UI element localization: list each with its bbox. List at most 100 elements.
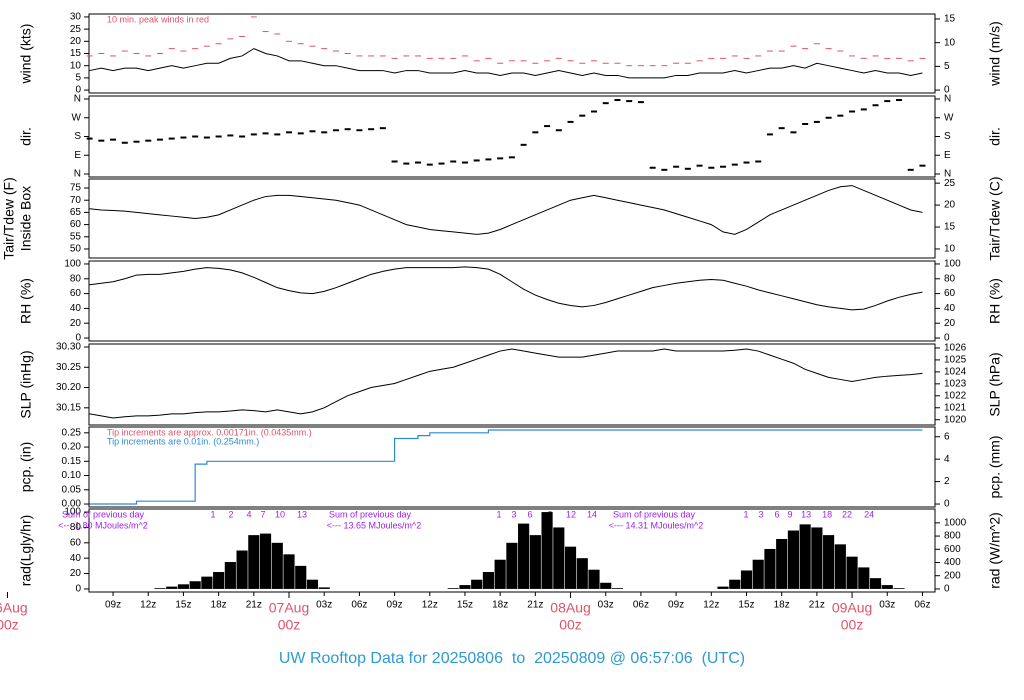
annotation: <--- 1.80 MJoules/m^2 xyxy=(58,520,148,530)
y2-axis-label: wind (m/s) xyxy=(987,21,1003,87)
annotation: <--- 13.65 MJoules/m^2 xyxy=(327,520,422,530)
y-tick-label: 5 xyxy=(75,73,81,84)
y2-tick-label: 1021 xyxy=(944,402,967,413)
x-tick-label: 18z xyxy=(492,600,508,611)
annotation: Sum of previous day xyxy=(329,509,412,519)
bar xyxy=(881,585,893,589)
y2-tick-label: 400 xyxy=(944,557,961,568)
y2-tick-label: 60 xyxy=(944,288,956,299)
y2-tick-label: 100 xyxy=(944,259,961,270)
y2-tick-label: 800 xyxy=(944,531,961,542)
bar xyxy=(459,585,471,589)
y-tick-label: 30.20 xyxy=(56,382,81,393)
y-tick-label: 0.15 xyxy=(62,456,82,467)
annotation: Tip increments are approx. 0.00171in. (0… xyxy=(107,427,312,437)
bar xyxy=(518,523,530,589)
data-line xyxy=(89,185,923,235)
bar xyxy=(553,527,565,589)
bar xyxy=(529,535,541,589)
y2-axis-label: RH (%) xyxy=(987,278,1003,324)
bar xyxy=(189,581,201,589)
y2-tick-label: 10 xyxy=(944,244,956,255)
bar xyxy=(600,582,612,589)
annotation: 10 min. peak winds in red xyxy=(107,14,209,24)
x-tick-label: 18z xyxy=(211,600,227,611)
bar xyxy=(776,538,788,589)
y-tick-label: 65 xyxy=(70,207,82,218)
bar xyxy=(494,559,506,589)
annotation: Sum of previous day xyxy=(62,509,145,519)
day-label: 07Aug xyxy=(269,600,309,616)
y2-tick-label: 1023 xyxy=(944,378,967,389)
y2-tick-label: 1022 xyxy=(944,390,967,401)
y-tick-label: 25 xyxy=(70,24,82,35)
bar xyxy=(764,548,776,589)
bar xyxy=(729,579,741,589)
hour-mark: 6 xyxy=(774,509,779,519)
y2-axis-label: Tair/Tdew (C) xyxy=(987,176,1003,260)
hour-mark: 12 xyxy=(566,509,576,519)
panel-frame xyxy=(88,13,936,94)
x-tick-label: 12z xyxy=(703,600,719,611)
day-label-hour: 00z xyxy=(559,617,582,633)
panel-frame xyxy=(88,343,936,426)
y-tick-label: W xyxy=(72,112,82,123)
y2-tick-label: 1020 xyxy=(944,414,967,425)
bar xyxy=(295,565,307,589)
bar xyxy=(177,584,190,589)
y2-tick-label: 4 xyxy=(944,454,950,465)
y2-tick-label: 1000 xyxy=(944,517,967,528)
hour-mark: 13 xyxy=(297,509,307,519)
y2-tick-label: S xyxy=(944,131,951,142)
bar xyxy=(447,588,459,589)
day-label: 06Aug xyxy=(0,600,28,616)
hour-mark: 22 xyxy=(842,509,852,519)
bar xyxy=(541,512,553,589)
bar xyxy=(811,527,823,589)
y-tick-label: 20 xyxy=(70,568,82,579)
x-tick-label: 03z xyxy=(316,600,332,611)
y-axis-label: pcp. (in) xyxy=(18,442,34,493)
hour-mark: 24 xyxy=(864,509,874,519)
y-tick-label: 0 xyxy=(75,333,81,344)
bar xyxy=(318,587,330,589)
annotation: <--- 14.31 MJoules/m^2 xyxy=(609,520,704,530)
y-tick-label: 0.20 xyxy=(62,442,82,453)
y-tick-label: N xyxy=(74,169,81,180)
y2-tick-label: E xyxy=(944,150,951,161)
y-tick-label: N xyxy=(74,94,81,105)
y-tick-label: S xyxy=(74,131,81,142)
y-tick-label: 30.15 xyxy=(56,402,81,413)
hour-mark: 1 xyxy=(210,509,215,519)
y-tick-label: 60 xyxy=(70,219,82,230)
y2-axis-label: dir. xyxy=(987,127,1003,146)
bar xyxy=(799,524,811,589)
bar xyxy=(611,588,624,589)
bar xyxy=(236,550,248,589)
bar xyxy=(306,579,319,589)
bar xyxy=(271,542,283,589)
y-tick-label: 10 xyxy=(70,60,82,71)
bar xyxy=(506,542,518,589)
bar xyxy=(482,572,494,589)
y-tick-label: 0 xyxy=(75,584,81,595)
y-tick-label: 100 xyxy=(64,507,81,518)
day-label-hour: 00z xyxy=(841,617,864,633)
y2-tick-label: N xyxy=(944,94,951,105)
y2-tick-label: N xyxy=(944,169,951,180)
x-tick-label: 03z xyxy=(598,600,614,611)
y-tick-label: 40 xyxy=(70,303,82,314)
y-tick-label: E xyxy=(74,150,81,161)
hour-mark: 3 xyxy=(759,509,764,519)
x-tick-label: 09z xyxy=(668,600,684,611)
y-axis-label: Tair/Tdew (F) xyxy=(1,177,17,259)
x-tick-label: 15z xyxy=(738,600,754,611)
x-tick-label: 21z xyxy=(809,600,825,611)
y-axis-label: SLP (inHg) xyxy=(18,350,34,418)
day-label: 08Aug xyxy=(550,600,590,616)
y-tick-label: 70 xyxy=(70,195,82,206)
y2-tick-label: 10 xyxy=(944,37,956,48)
bar xyxy=(893,588,905,589)
y2-tick-label: 20 xyxy=(944,200,956,211)
hour-mark: 14 xyxy=(587,509,597,519)
